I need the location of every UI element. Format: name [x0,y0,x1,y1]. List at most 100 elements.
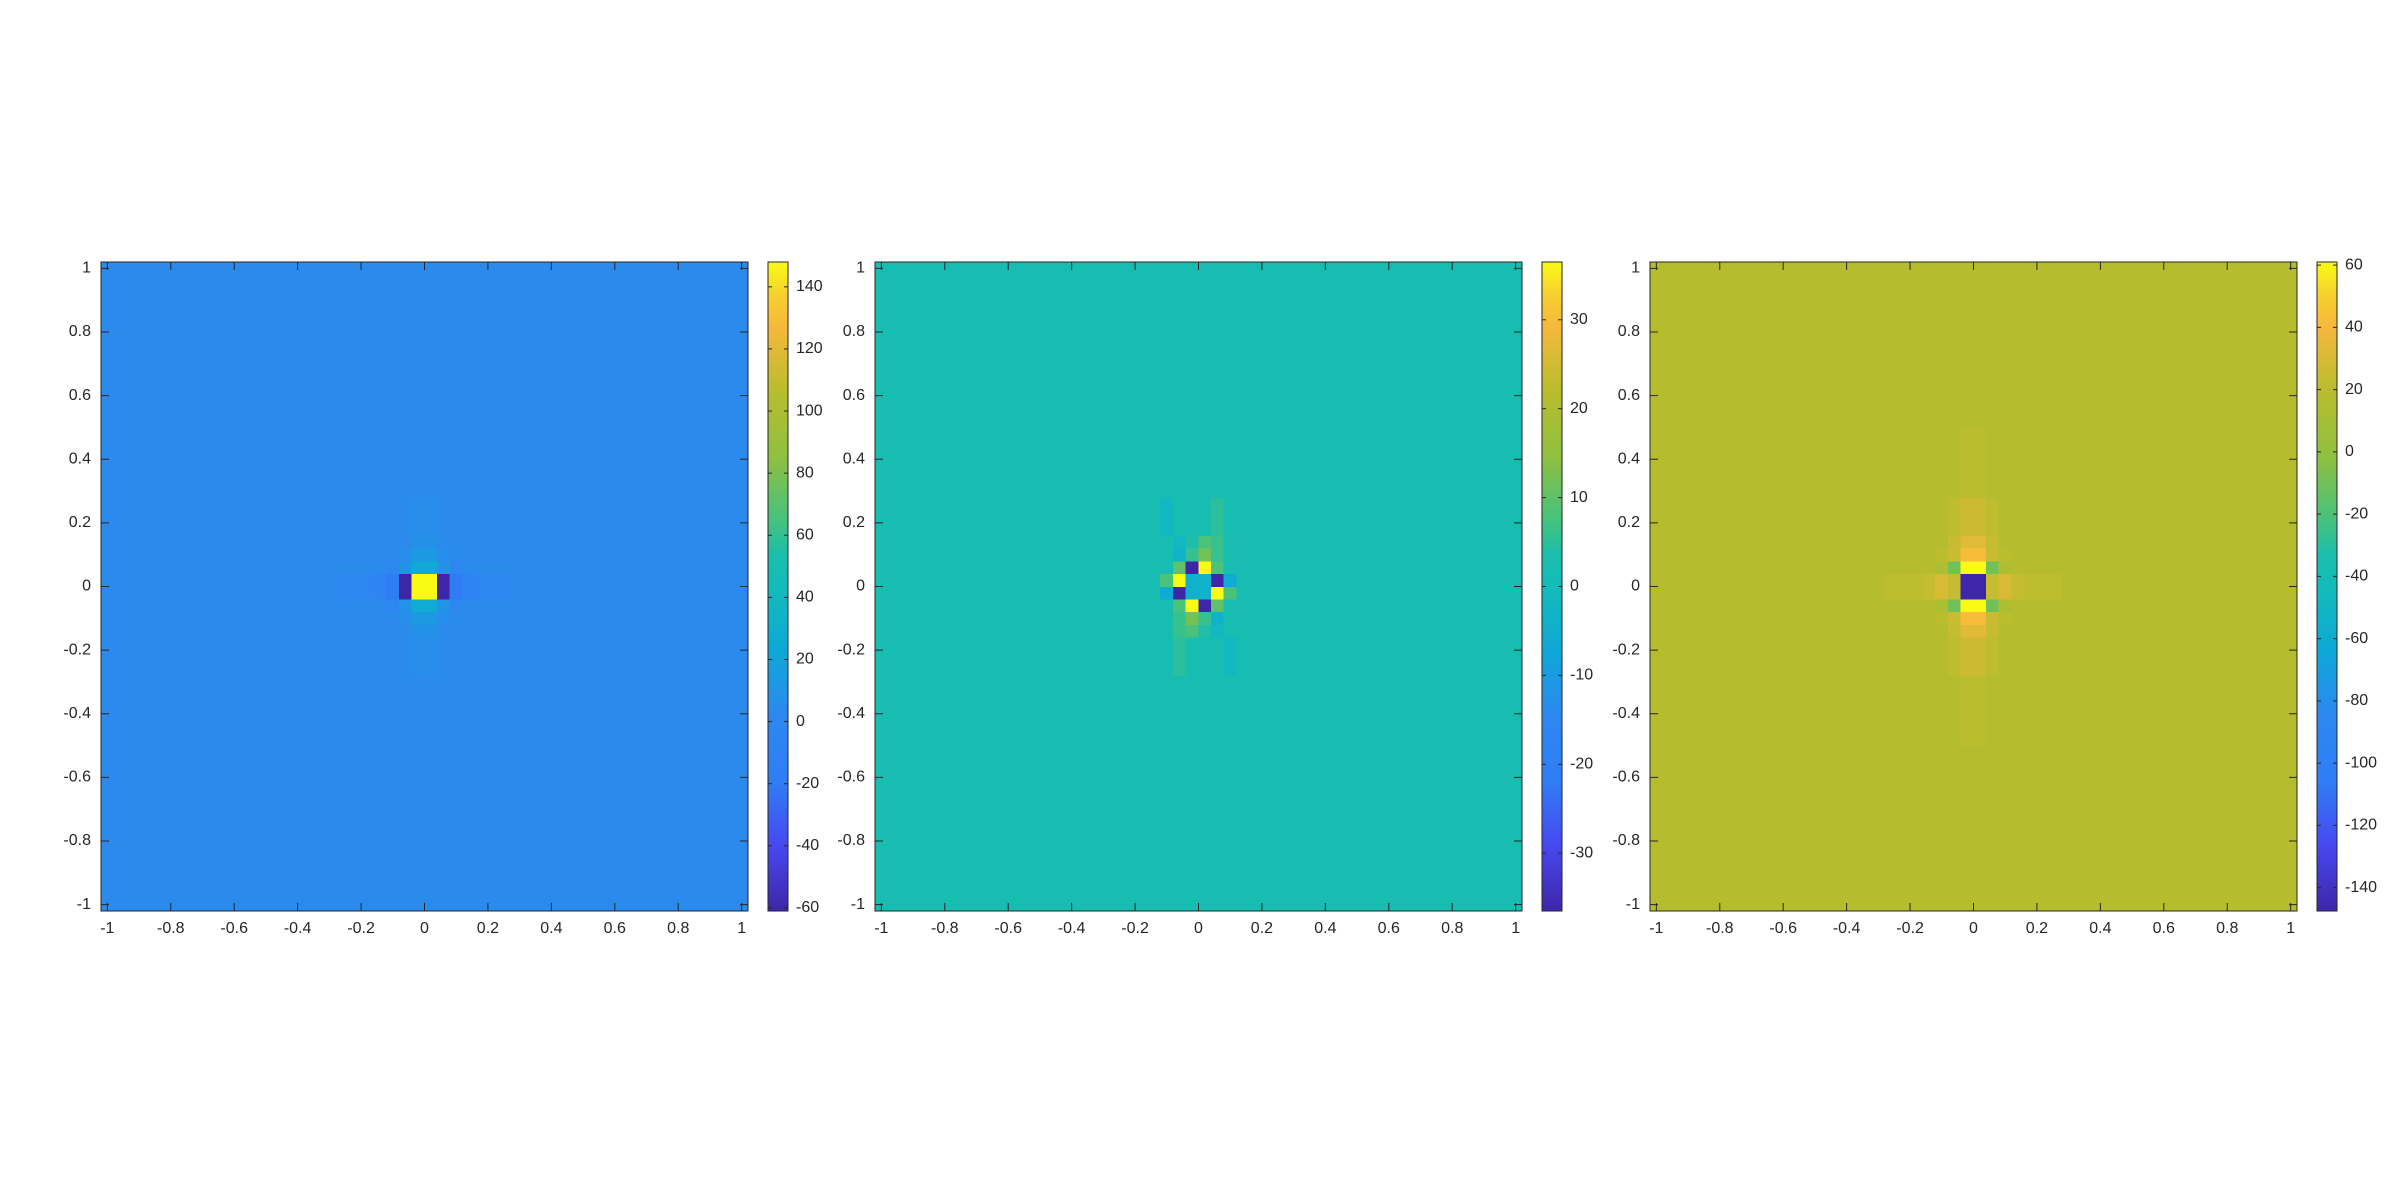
cell [1210,675,1225,746]
cell [411,675,425,746]
cell [1248,535,1288,549]
cell [2131,262,2297,428]
cell [1185,427,1199,498]
cell [1198,535,1212,549]
cell [1356,624,1522,638]
cell [1356,637,1522,676]
cell [424,586,438,600]
cell [513,573,584,587]
cell [1973,637,1987,676]
cell [1973,262,1987,428]
colorbar-tick-label: 80 [796,464,814,481]
cell [265,624,336,638]
cell [424,548,438,562]
cell [474,745,514,911]
cell [875,262,1041,428]
cell [1985,262,2000,428]
cell [2131,427,2297,498]
cell [1198,586,1212,600]
cell [1223,611,1237,625]
y-tick-label: 0.8 [1618,323,1640,340]
cell [582,586,748,600]
cell [386,675,400,746]
colorbar-tick-label: -40 [796,837,819,854]
cell [1160,262,1174,428]
cell [424,573,438,587]
x-tick-label: 1 [737,920,746,937]
cell [386,745,400,911]
cell [436,637,451,676]
cell [2131,598,2297,613]
cell [335,675,375,746]
y-tick-label: 0.6 [1618,387,1640,404]
cell [335,611,375,625]
cell [1160,637,1174,676]
cell [462,548,476,562]
cell [386,637,400,676]
cell [1147,598,1161,613]
cell [1185,560,1199,575]
cell [386,535,400,549]
cell [2062,535,2133,549]
cell [875,427,1041,498]
cell [2131,611,2297,625]
cell [101,262,267,428]
cell [1160,560,1174,575]
cell [2011,624,2025,638]
cell [474,624,514,638]
cell [513,624,584,638]
cell [1236,548,1250,562]
cell [398,497,413,536]
y-tick-label: -0.4 [63,705,91,722]
cell [1998,598,2012,613]
cell [1884,598,1924,613]
cell [1922,675,1936,746]
cell [2131,535,2297,549]
cell [462,497,476,536]
cell [1248,573,1288,587]
cell [1985,637,2000,676]
cell [2023,675,2063,746]
cell [386,497,400,536]
x-tick-label: 0.4 [2089,920,2111,937]
cell [2023,637,2063,676]
heatmap-cells [1650,262,2297,911]
cell [1172,611,1187,625]
cell [1884,535,1924,549]
cell [1287,427,1358,498]
cell [1210,745,1225,911]
cell [875,624,1041,638]
cell [1973,560,1987,575]
cell [582,548,748,562]
cell [449,598,463,613]
cell [1650,611,1816,625]
y-tick-label: -0.8 [837,832,865,849]
cell [1160,586,1174,600]
cell [436,535,451,549]
cell [1210,624,1225,638]
cell [1650,675,1816,746]
cell [373,573,387,587]
cell [1814,745,1885,911]
cell [101,560,267,575]
x-tick-label: -0.2 [1121,920,1149,937]
cell [1884,573,1924,587]
cell [1287,611,1358,625]
cell [1960,262,1974,428]
colorbar-tick-label: 20 [2345,381,2363,398]
cell [335,262,375,428]
cell [1814,624,1885,638]
cell [373,624,387,638]
cell [2062,637,2133,676]
y-tick-label: -0.2 [837,641,865,658]
cell [1922,611,1936,625]
cell [1109,745,1149,911]
cell [1935,586,1949,600]
cell [335,548,375,562]
cell [436,611,451,625]
cell [1210,560,1225,575]
x-tick-label: -0.8 [157,920,185,937]
cell [2131,675,2297,746]
cell [1985,548,2000,562]
x-tick-label: 0 [1969,920,1978,937]
